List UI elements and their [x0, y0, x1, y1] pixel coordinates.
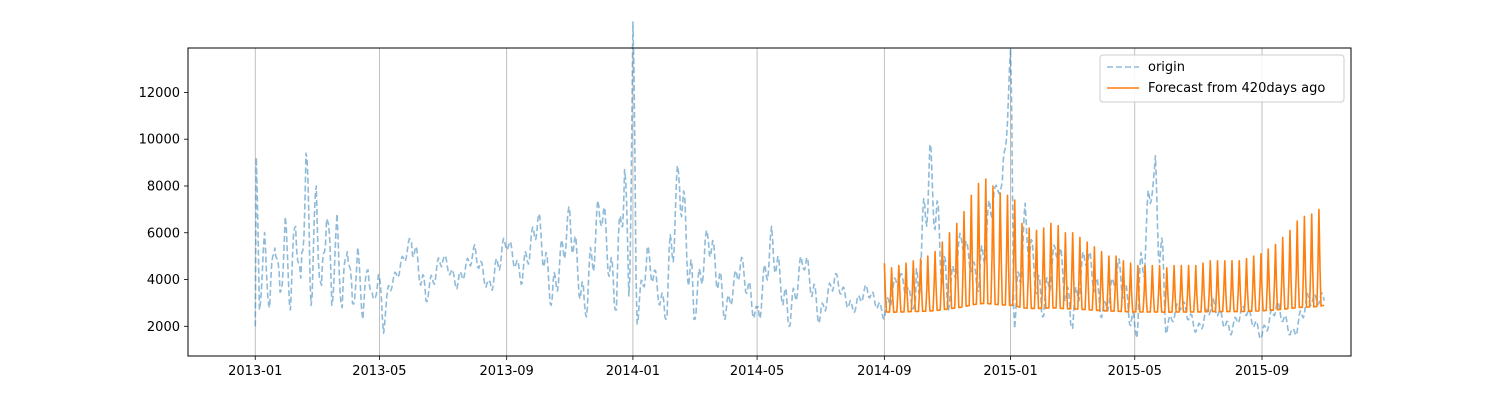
axis-layer: 2013-01 2013-05 2013-09 2014-01 2014-05 2014-… — [139, 86, 1290, 379]
x-tick-label-7: 2015-05 — [1108, 364, 1162, 379]
y-tick-label-5: 12000 — [139, 86, 180, 101]
y-tick-label-4: 10000 — [139, 133, 180, 148]
series-line-forecast — [883, 178, 1325, 313]
legend: origin Forecast from 420days ago — [1099, 54, 1345, 103]
y-tick-label-2: 6000 — [147, 226, 180, 241]
legend-origin-label: origin — [1148, 60, 1185, 75]
x-tick-label-6: 2015-01 — [983, 364, 1037, 379]
x-tick-label-3: 2014-01 — [606, 364, 660, 379]
y-tick-label-1: 4000 — [147, 273, 180, 288]
series-line-origin — [254, 21, 1325, 340]
grid-layer — [254, 48, 1263, 356]
x-tick-label-5: 2014-09 — [857, 364, 911, 379]
x-tick-label-8: 2015-09 — [1235, 364, 1289, 379]
x-tick-label-2: 2013-09 — [480, 364, 534, 379]
y-tick-label-3: 8000 — [147, 179, 180, 194]
x-tick-label-0: 2013-01 — [228, 364, 282, 379]
y-tick-label-0: 2000 — [147, 320, 180, 335]
x-tick-label-1: 2013-05 — [352, 364, 406, 379]
legend-box — [1099, 54, 1345, 103]
plot-frame — [187, 47, 1352, 357]
series-layer — [254, 21, 1325, 340]
x-tick-label-4: 2014-05 — [730, 364, 784, 379]
legend-forecast-label: Forecast from 420days ago — [1148, 81, 1325, 96]
